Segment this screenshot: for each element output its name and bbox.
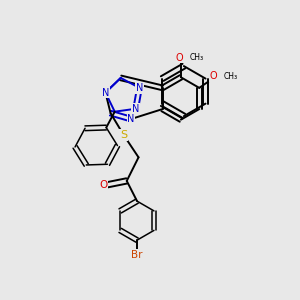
Text: O: O (210, 71, 218, 81)
Text: N: N (136, 83, 143, 93)
Text: Br: Br (131, 250, 143, 260)
Text: N: N (102, 88, 109, 98)
Text: O: O (99, 180, 107, 190)
Text: CH₃: CH₃ (189, 53, 203, 62)
Text: N: N (132, 104, 140, 114)
Text: CH₃: CH₃ (224, 72, 238, 81)
Text: N: N (127, 114, 135, 124)
Text: S: S (120, 130, 128, 140)
Text: O: O (176, 52, 183, 63)
